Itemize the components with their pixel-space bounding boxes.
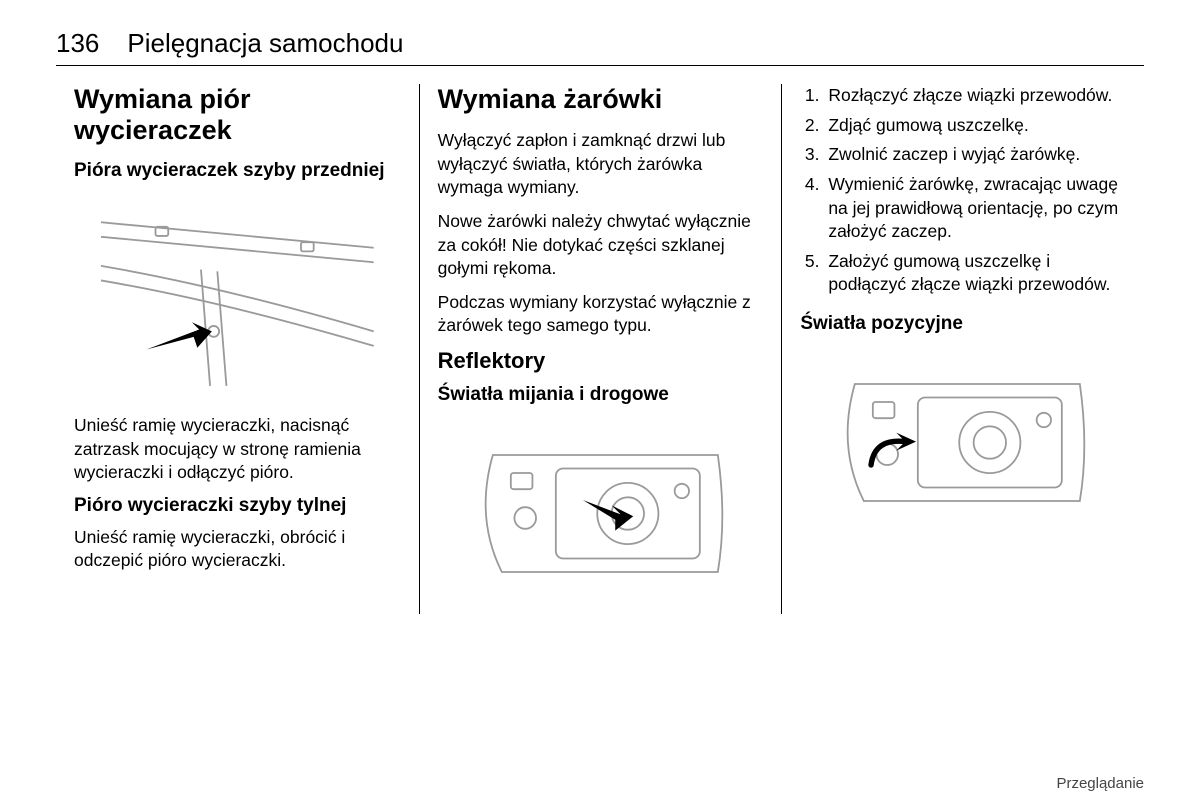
step-item: Wymienić żarówkę, zwracając uwagę na jej… xyxy=(824,173,1126,244)
footer-label: Przeglądanie xyxy=(1056,775,1144,792)
col3-subheading-position-lights: Światła pozycyjne xyxy=(800,313,1126,336)
headlamp-figure-2 xyxy=(800,348,1126,528)
chapter-title: Pielęgnacja samochodu xyxy=(127,28,403,59)
step-item: Zdjąć gumową uszczelkę. xyxy=(824,114,1126,138)
col1-subheading-rear-wiper: Pióro wycieraczki szyby tylnej xyxy=(74,495,401,518)
col2-para-2: Nowe żarówki należy chwytać wyłącznie za… xyxy=(438,210,764,281)
col2-subheading-lowhigh-beam: Światła mijania i drogowe xyxy=(438,384,764,407)
column-1: Wymiana piór wycieraczek Pióra wycieracz… xyxy=(56,84,419,614)
col2-para-3: Podczas wymiany korzystać wyłącznie z ża… xyxy=(438,291,764,338)
step-item: Założyć gumową uszczelkę i podłączyć złą… xyxy=(824,250,1126,297)
col1-subheading-front-wipers: Pióra wycieraczek szyby przedniej xyxy=(74,160,401,183)
col2-heading: Wymiana żarówki xyxy=(438,84,764,115)
headlamp-figure-1 xyxy=(438,419,764,599)
col1-heading: Wymiana piór wycieraczek xyxy=(74,84,401,146)
page-header: 136 Pielęgnacja samochodu xyxy=(56,28,1144,59)
column-2: Wymiana żarówki Wyłączyć zapłon i zamkną… xyxy=(419,84,782,614)
header-rule xyxy=(56,65,1144,66)
col1-para-front: Unieść ramię wycieraczki, nacisnąć zatrz… xyxy=(74,414,401,485)
col2-para-1: Wyłączyć zapłon i zamknąć drzwi lub wyłą… xyxy=(438,129,764,200)
content-columns: Wymiana piór wycieraczek Pióra wycieracz… xyxy=(56,84,1144,614)
step-item: Rozłączyć złącze wiązki przewodów. xyxy=(824,84,1126,108)
col1-para-rear: Unieść ramię wycieraczki, obrócić i odcz… xyxy=(74,526,401,573)
page-number: 136 xyxy=(56,28,99,59)
step-item: Zwolnić zaczep i wyjąć żarówkę. xyxy=(824,143,1126,167)
wiper-blade-figure xyxy=(74,195,401,395)
column-3: Rozłączyć złącze wiązki przewodów. Zdjąć… xyxy=(781,84,1144,614)
bulb-replace-steps: Rozłączyć złącze wiązki przewodów. Zdjąć… xyxy=(800,84,1126,297)
col2-heading-reflektory: Reflektory xyxy=(438,348,764,374)
